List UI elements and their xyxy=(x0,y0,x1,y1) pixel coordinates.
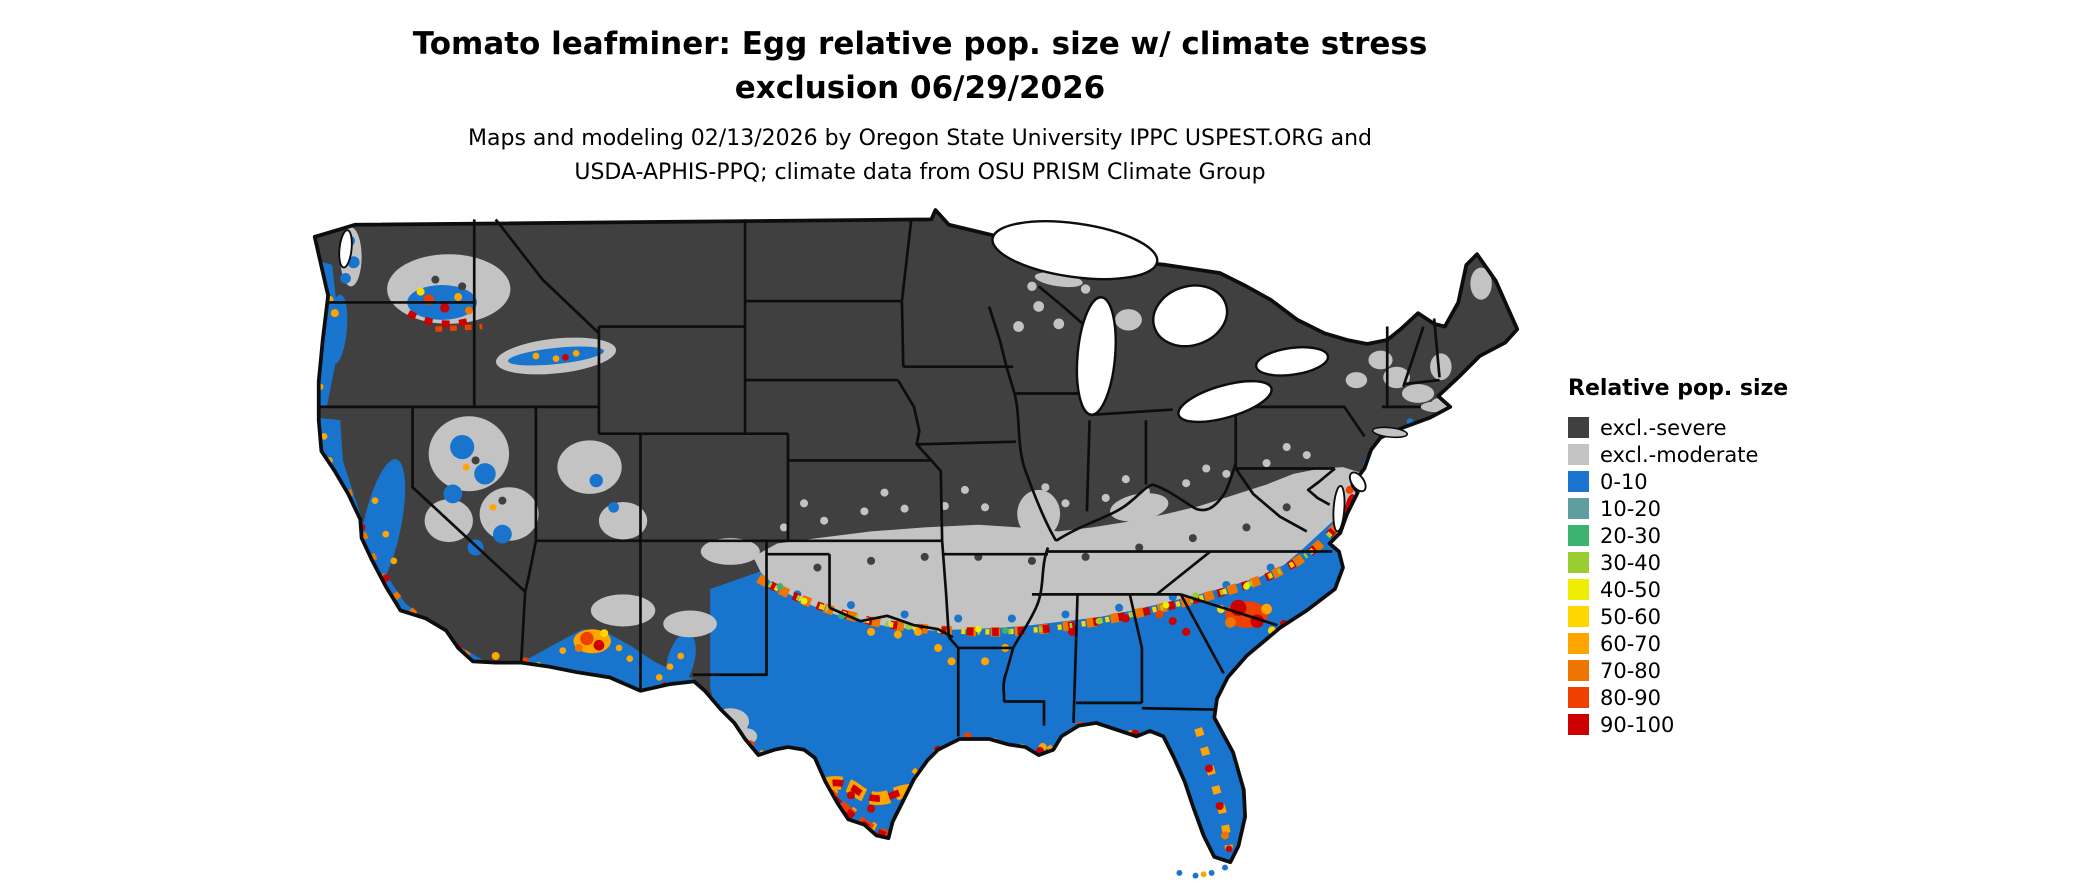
legend-label: 10-20 xyxy=(1600,496,1662,521)
page-subtitle: Maps and modeling 02/13/2026 by Oregon S… xyxy=(308,122,1532,190)
legend-label: 60-70 xyxy=(1600,631,1662,656)
legend-label: 0-10 xyxy=(1600,469,1648,494)
legend-swatch xyxy=(1568,660,1589,681)
subtitle-line-1: Maps and modeling 02/13/2026 by Oregon S… xyxy=(468,126,1372,151)
state-borders xyxy=(318,218,1441,737)
legend-item: 80-90 xyxy=(1568,684,1788,711)
legend-swatch xyxy=(1568,471,1589,492)
legend-item: excl.-moderate xyxy=(1568,441,1788,468)
title-line-1: Tomato leafminer: Egg relative pop. size… xyxy=(412,26,1428,62)
warm-boundary-band xyxy=(756,478,1380,637)
title-line-2: exclusion 06/29/2026 xyxy=(734,70,1106,106)
legend-label: excl.-severe xyxy=(1600,415,1727,440)
legend-item: 30-40 xyxy=(1568,549,1788,576)
subtitle-line-2: USDA-APHIS-PPQ; climate data from OSU PR… xyxy=(574,160,1266,185)
legend-label: 20-30 xyxy=(1600,523,1662,548)
legend-item: 0-10 xyxy=(1568,468,1788,495)
legend-item: 20-30 xyxy=(1568,522,1788,549)
legend-label: 90-100 xyxy=(1600,712,1675,737)
legend-swatch xyxy=(1568,687,1589,708)
legend-swatch xyxy=(1568,606,1589,627)
legend-label: 40-50 xyxy=(1600,577,1662,602)
legend-swatch xyxy=(1568,444,1589,465)
legend-item: 40-50 xyxy=(1568,576,1788,603)
legend-title: Relative pop. size xyxy=(1568,376,1789,401)
offshore-features xyxy=(1176,426,1409,879)
raster-fill-layers xyxy=(314,210,1518,863)
legend-item: 50-60 xyxy=(1568,603,1788,630)
florida-tip-hot-spot xyxy=(1220,831,1233,853)
legend: Relative pop. size excl.-severe excl.-mo… xyxy=(1568,376,1788,738)
legend-item: 70-80 xyxy=(1568,657,1788,684)
legend-label: 80-90 xyxy=(1600,685,1662,710)
arizona-hot-cluster xyxy=(573,629,611,654)
green-yellow-dots xyxy=(462,463,1250,634)
us-map xyxy=(312,208,1520,879)
legend-item: 10-20 xyxy=(1568,495,1788,522)
legend-swatch xyxy=(1568,417,1589,438)
legend-label: 30-40 xyxy=(1600,550,1662,575)
legend-swatch xyxy=(1568,498,1589,519)
great-lakes xyxy=(338,220,1367,533)
legend-label: 70-80 xyxy=(1600,658,1662,683)
legend-swatch xyxy=(1568,579,1589,600)
legend-label: 50-60 xyxy=(1600,604,1662,629)
legend-item: excl.-severe xyxy=(1568,414,1788,441)
legend-label: excl.-moderate xyxy=(1600,442,1759,467)
legend-swatch xyxy=(1568,525,1589,546)
legend-swatch xyxy=(1568,714,1589,735)
us-outline xyxy=(312,208,1520,865)
long-island xyxy=(1371,426,1409,439)
legend-item: 90-100 xyxy=(1568,711,1788,738)
legend-item: 60-70 xyxy=(1568,630,1788,657)
gray-speckles xyxy=(779,281,1311,532)
coastal-warm-speckles xyxy=(345,310,1234,850)
legend-swatch xyxy=(1568,633,1589,654)
legend-swatch xyxy=(1568,552,1589,573)
florida-keys xyxy=(1176,864,1228,879)
page-title: Tomato leafminer: Egg relative pop. size… xyxy=(308,22,1532,110)
